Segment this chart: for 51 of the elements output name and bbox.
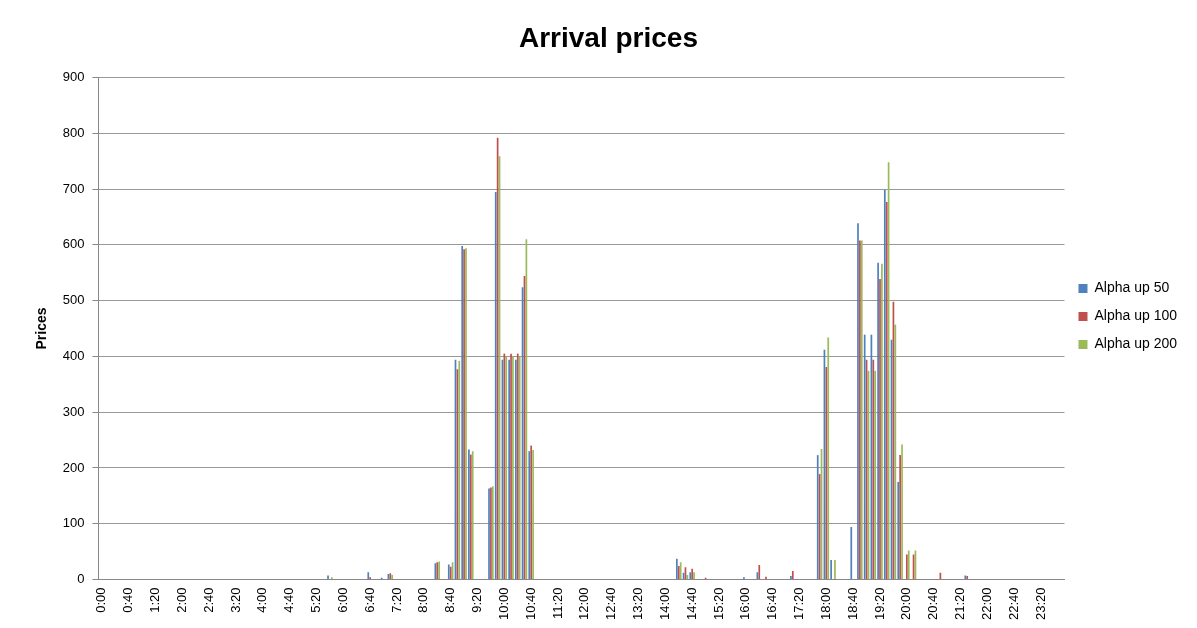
x-tick-label: 11:20 bbox=[549, 587, 565, 620]
x-tick-label: 18:40 bbox=[844, 587, 860, 621]
y-axis-title: Prices bbox=[33, 307, 50, 350]
x-tick-label: 8:00 bbox=[415, 587, 431, 613]
x-tick-label: 5:20 bbox=[308, 587, 324, 613]
x-tick-label: 21:20 bbox=[952, 587, 968, 621]
y-tick-label: 500 bbox=[62, 292, 85, 308]
y-tick-label: 0 bbox=[77, 571, 85, 587]
x-tick-label: 20:40 bbox=[925, 587, 941, 621]
x-tick-label: 0:00 bbox=[93, 587, 109, 613]
y-tick-label: 200 bbox=[62, 459, 85, 475]
x-tick-label: 10:40 bbox=[522, 587, 538, 621]
x-tick-label: 4:40 bbox=[281, 587, 297, 613]
y-tick-label: 100 bbox=[62, 515, 85, 531]
y-tick-label: 900 bbox=[62, 69, 85, 85]
y-tick-label: 700 bbox=[62, 180, 85, 196]
chart-title: Arrival prices bbox=[519, 21, 698, 53]
x-tick-label: 20:00 bbox=[898, 587, 914, 621]
x-tick-label: 9:20 bbox=[469, 587, 485, 613]
x-tick-label: 23:20 bbox=[1032, 587, 1048, 621]
x-tick-label: 8:40 bbox=[442, 587, 458, 613]
x-tick-label: 19:20 bbox=[871, 587, 887, 621]
x-tick-label: 17:20 bbox=[791, 587, 807, 621]
x-tick-label: 16:40 bbox=[764, 587, 780, 621]
x-tick-label: 1:20 bbox=[147, 587, 163, 613]
x-tick-label: 22:40 bbox=[1005, 587, 1021, 621]
x-tick-label: 0:40 bbox=[120, 587, 136, 613]
legend-label: Alpha up 200 bbox=[1094, 335, 1178, 352]
x-tick-label: 22:00 bbox=[978, 587, 994, 621]
y-tick-label: 600 bbox=[62, 236, 85, 252]
y-tick-label: 400 bbox=[62, 347, 85, 363]
x-tick-label: 4:00 bbox=[254, 587, 270, 613]
x-tick-label: 2:40 bbox=[200, 587, 216, 613]
x-tick-label: 15:20 bbox=[710, 587, 726, 621]
x-tick-label: 13:20 bbox=[630, 587, 646, 621]
y-tick-label: 800 bbox=[62, 124, 85, 140]
x-tick-label: 10:00 bbox=[495, 587, 511, 621]
x-tick-label: 12:00 bbox=[576, 587, 592, 621]
x-tick-label: 2:00 bbox=[173, 587, 189, 613]
x-tick-label: 6:40 bbox=[361, 587, 377, 613]
x-tick-label: 18:00 bbox=[817, 587, 833, 621]
x-tick-label: 7:20 bbox=[388, 587, 404, 613]
x-tick-label: 3:20 bbox=[227, 587, 243, 613]
y-tick-label: 300 bbox=[62, 403, 85, 419]
x-tick-label: 14:00 bbox=[656, 587, 672, 621]
legend-label: Alpha up 50 bbox=[1094, 279, 1170, 296]
x-tick-label: 6:00 bbox=[334, 587, 350, 613]
x-tick-label: 12:40 bbox=[603, 587, 619, 621]
x-tick-label: 14:40 bbox=[683, 587, 699, 621]
x-tick-label: 16:00 bbox=[737, 587, 753, 621]
legend-label: Alpha up 100 bbox=[1094, 307, 1178, 324]
